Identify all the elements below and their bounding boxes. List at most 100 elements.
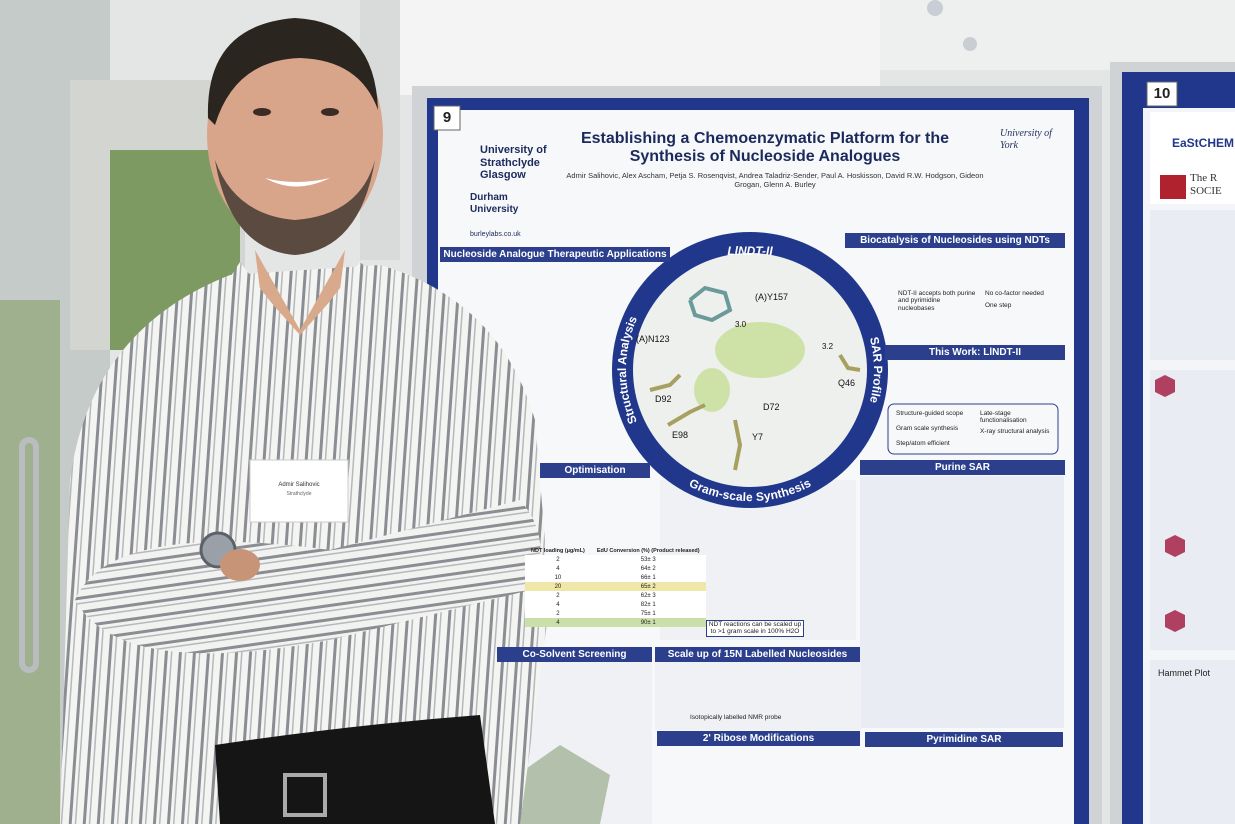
feature: Step/atom efficient — [896, 440, 950, 447]
table-cell: 82± 1 — [640, 601, 656, 608]
content-panel — [1150, 370, 1235, 650]
smile — [265, 178, 330, 187]
brand: EaStCHEM — [1172, 136, 1235, 150]
table-cell: 4 — [556, 619, 560, 626]
neck — [255, 250, 345, 335]
distance-label: 3.0 — [735, 320, 747, 329]
residue-label: E98 — [672, 430, 688, 440]
table-body: 2 53± 3 4 64± 2 10 66± 1 20 65± 2 2 62± 3 4 82± 1 2 7… — [525, 555, 706, 627]
shirt — [60, 265, 550, 824]
ceiling-light — [963, 37, 977, 51]
face — [207, 23, 383, 247]
table-cell: 75± 1 — [640, 610, 656, 617]
table-header-cell: NDT loading (µg/mL) — [531, 547, 585, 554]
nmr-note: Isotopically labelled NMR probe — [690, 714, 782, 721]
section-heading: Co-Solvent Screening — [497, 647, 652, 662]
table-cell: 2 — [556, 610, 560, 617]
poster-number-box — [1146, 81, 1178, 107]
electron-density — [715, 322, 805, 378]
table-cell: 64± 2 — [640, 565, 656, 572]
section-heading: 2' Ribose Modifications — [657, 731, 860, 746]
feature: Structure-guided scope — [896, 410, 964, 417]
poster-number: 9 — [442, 109, 452, 126]
ceiling-light — [927, 0, 943, 16]
circle-title: LlNDT-II — [727, 244, 773, 258]
residue-label: D92 — [655, 394, 672, 404]
door-handle — [19, 437, 39, 673]
residue-labels: (A)Y157 (A)N123 D92 E98 Y7 D72 Q46 3.0 3.2 — [636, 292, 855, 442]
table-header: NDT loading (µg/mL) EdU Conversion (%) (P… — [525, 546, 706, 555]
feature: Late-stage functionalisation — [980, 410, 1027, 425]
rsc-logo — [1160, 175, 1186, 199]
society: The R SOCIE — [1190, 172, 1222, 197]
plot-panel — [1150, 660, 1235, 824]
table-cell: 4 — [556, 601, 560, 608]
table-row: 2 75± 1 — [525, 609, 706, 618]
table-cell: 53± 3 — [640, 556, 656, 563]
person — [60, 18, 550, 824]
website: burleylabs.co.uk — [470, 231, 521, 238]
residue-structure — [688, 285, 733, 323]
scale-panel — [655, 660, 861, 730]
eye — [321, 108, 339, 116]
residue-structure — [838, 353, 861, 372]
beard — [215, 160, 375, 255]
table-header-cell: EdU Conversion (%) (Product released) — [596, 547, 700, 554]
poster-number-box — [433, 105, 461, 131]
electron-density — [694, 368, 730, 412]
logo-york: University of York — [1000, 128, 1052, 151]
optimisation-table: NDT loading (µg/mL) EdU Conversion (%) (P… — [525, 546, 706, 627]
table-row: 4 82± 1 — [525, 600, 706, 609]
section-heading: Biocatalysis of Nucleosides using NDTs — [845, 233, 1065, 248]
table-cell: 2 — [556, 556, 560, 563]
residue-label: (A)Y157 — [755, 292, 788, 302]
hexagon — [1165, 535, 1185, 557]
section-heading: Pyrimidine SAR — [865, 732, 1063, 747]
logo-strathclyde: University of Strathclyde Glasgow — [480, 144, 547, 182]
bullet: One step — [985, 302, 1012, 309]
section-heading: Purine SAR — [860, 460, 1065, 475]
name-badge — [249, 459, 349, 523]
sar-panel — [860, 476, 1064, 728]
residue-label: (A)N123 — [636, 334, 670, 344]
table-row: 4 64± 2 — [525, 564, 706, 573]
greenery — [0, 300, 60, 824]
table-cell: 20 — [554, 583, 562, 590]
table-cell: 66± 1 — [640, 574, 656, 581]
badge-org: Strathclyde — [286, 491, 312, 497]
table-row: 10 66± 1 — [525, 573, 706, 582]
eye — [253, 108, 271, 116]
residue-structure — [666, 403, 706, 427]
crossed-arms — [75, 500, 541, 654]
feature: Gram scale synthesis — [896, 425, 959, 432]
features-box — [887, 403, 1059, 455]
logo-durham: Durham University — [470, 192, 519, 215]
radar-chart — [510, 745, 610, 824]
circle-right: SAR Profile — [867, 336, 885, 405]
residue-structure — [649, 373, 682, 392]
table-cell: 10 — [554, 574, 562, 581]
bullet: NDT-II accepts both purine and pyrimidin… — [898, 290, 976, 312]
section-heading: Scale up of 15N Labelled Nucleosides — [655, 647, 860, 662]
hexagon — [1165, 610, 1185, 632]
table-cell: 62± 3 — [640, 592, 656, 599]
section-heading: This Work: LlNDT-II — [885, 345, 1065, 360]
poster-title: Establishing a Chemoenzymatic Platform f… — [580, 130, 950, 166]
window-top — [400, 0, 880, 95]
hair — [207, 18, 378, 125]
table-row: 2 53± 3 — [525, 555, 706, 564]
circle-label: SAR Profile — [867, 336, 885, 405]
table-cell: 65± 2 — [640, 583, 656, 590]
belt-buckle — [283, 773, 327, 817]
content-panel — [1150, 210, 1235, 360]
authors: Admir Salihovic, Alex Ascham, Petja S. R… — [566, 171, 984, 189]
scale-note: NDT reactions can be scaled up to >1 gra… — [706, 620, 804, 637]
section-heading: Optimisation — [540, 463, 650, 478]
residue-structure — [733, 419, 743, 471]
table-cell: 90± 1 — [640, 619, 656, 626]
residue-label: D72 — [763, 402, 780, 412]
table-row: 20 65± 2 — [525, 582, 706, 591]
table-cell: 4 — [556, 565, 560, 572]
